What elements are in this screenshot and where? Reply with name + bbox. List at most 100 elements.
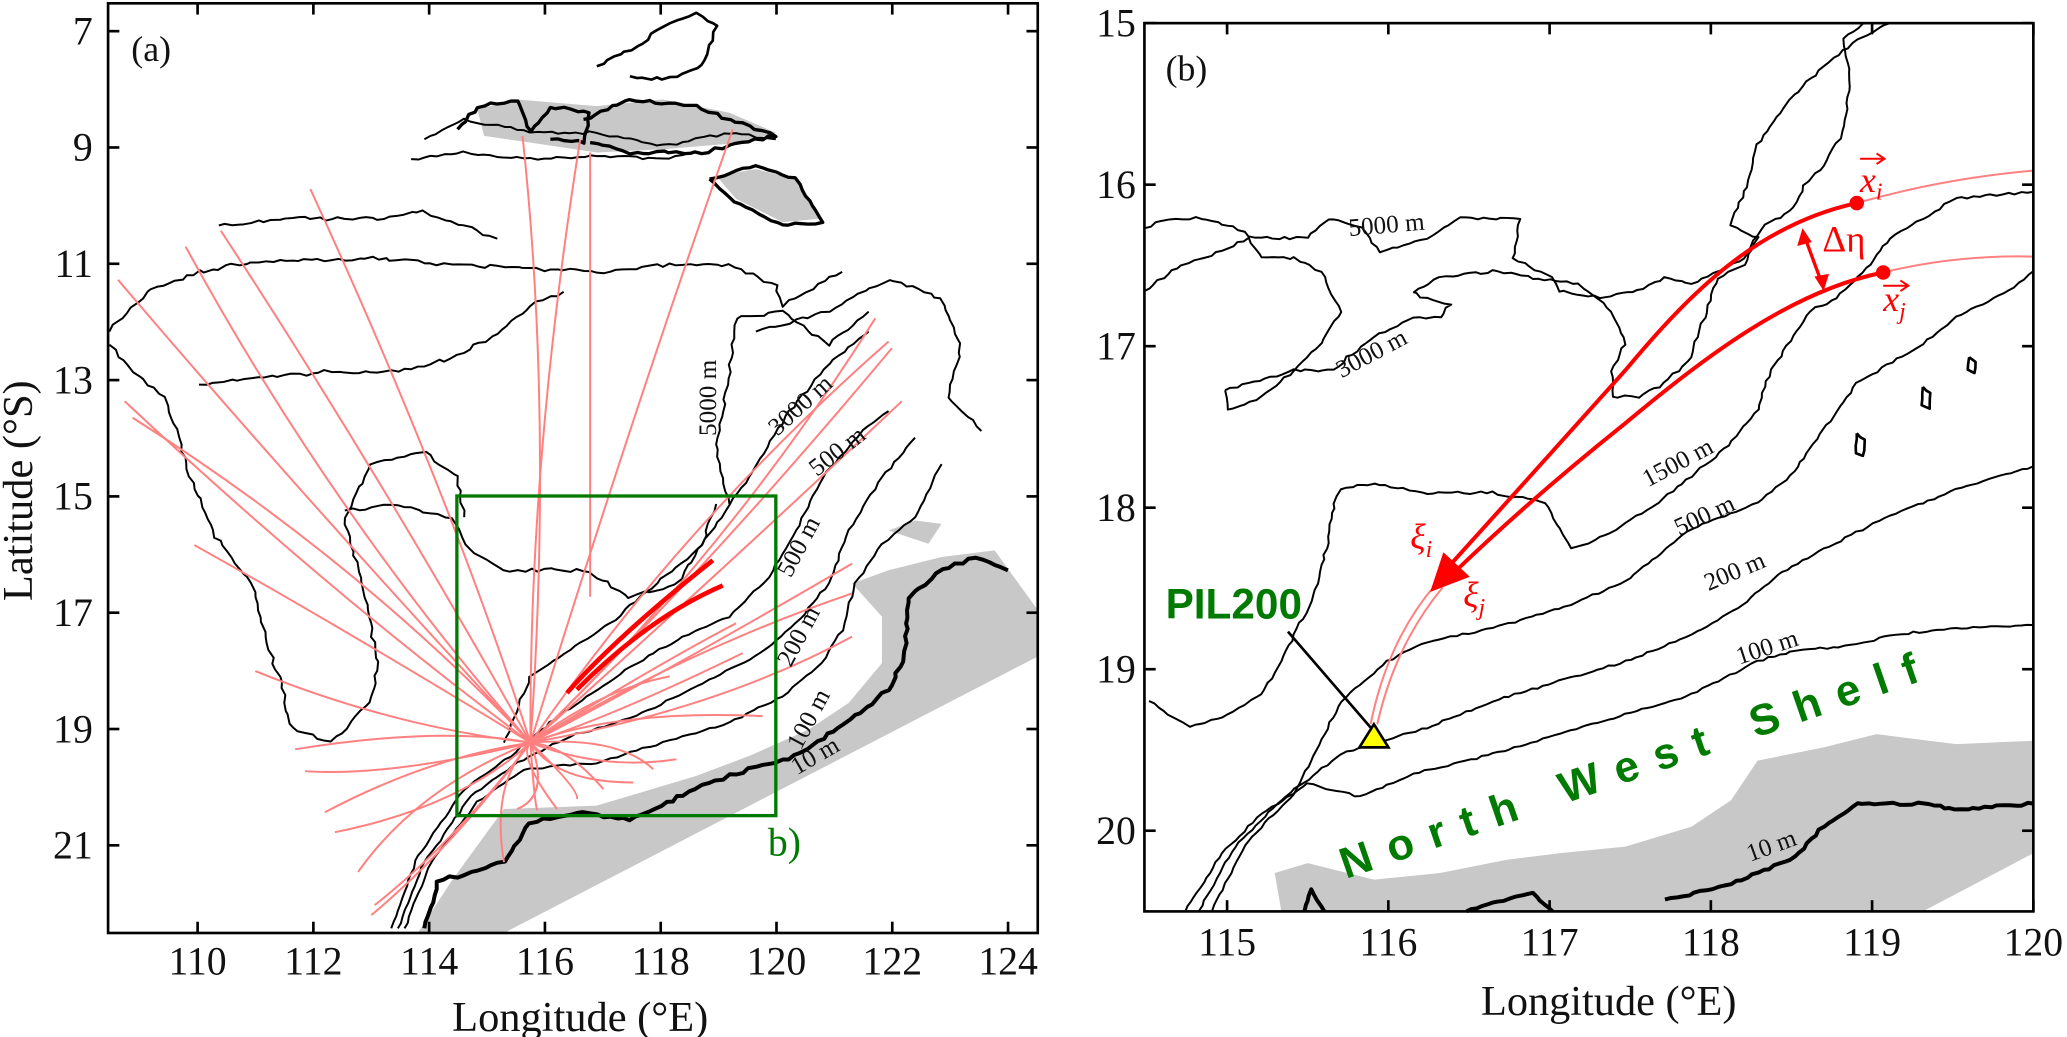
trajectory-line bbox=[529, 139, 582, 743]
x-tick-label: 124 bbox=[978, 940, 1038, 984]
trajectory-line bbox=[529, 400, 903, 744]
x-tick-label: 110 bbox=[169, 940, 227, 984]
panel-a-label: (a) bbox=[131, 29, 171, 69]
bathymetry-contour bbox=[422, 555, 1009, 929]
contour-label: 500 m bbox=[772, 512, 826, 581]
panel-b-xlabel: Longitude (°E) bbox=[1481, 978, 1736, 1025]
trajectory-line bbox=[123, 400, 532, 744]
bathymetry-contour bbox=[1197, 465, 2034, 912]
bathymetry-contours bbox=[1143, 22, 2034, 914]
x-tick-label: 120 bbox=[747, 940, 807, 984]
svg-text:xi: xi bbox=[1859, 160, 1882, 206]
trajectory-line bbox=[304, 741, 531, 773]
annotation-xi-j: ξj bbox=[1463, 575, 1485, 621]
trajectory-line bbox=[529, 128, 734, 743]
contour-label: 5000 m bbox=[1347, 209, 1426, 243]
annotation-xi-i: ξi bbox=[1410, 517, 1432, 563]
trajectory-line bbox=[309, 188, 532, 743]
position-marker-j bbox=[1875, 265, 1891, 280]
trajectory-line bbox=[530, 562, 853, 744]
x-tick-label: 115 bbox=[1198, 921, 1256, 965]
land-polygon bbox=[417, 550, 1038, 933]
panel-a-frame bbox=[106, 1, 1040, 935]
trajectory-line bbox=[529, 347, 893, 744]
trajectory-line bbox=[254, 670, 531, 744]
annotation-x-i: xi bbox=[1859, 152, 1887, 206]
trajectory-line bbox=[357, 741, 531, 873]
bathymetry-contour bbox=[503, 330, 870, 744]
bathymetry-contours bbox=[108, 11, 1009, 929]
trajectory-pair bbox=[1369, 169, 2034, 725]
contour-label: 100 m bbox=[1733, 625, 1802, 670]
x-tick-label: 118 bbox=[632, 940, 690, 984]
land-polygon bbox=[716, 169, 819, 223]
trajectory-line bbox=[184, 246, 532, 744]
y-tick-label: 17 bbox=[1096, 324, 1136, 368]
y-tick-label: 13 bbox=[53, 358, 93, 402]
x-tick-label: 117 bbox=[1521, 921, 1579, 965]
contour-label: 3000 m bbox=[1332, 324, 1412, 384]
bathymetry-contour bbox=[1966, 356, 1977, 375]
panel-b-frame bbox=[1143, 21, 2035, 913]
contour-label: 500 m bbox=[804, 421, 871, 482]
panel-a-xlabel: Longitude (°E) bbox=[452, 994, 708, 1037]
bathymetry-contour bbox=[1143, 236, 1343, 411]
trajectory-line bbox=[529, 592, 853, 744]
contour-label: 1500 m bbox=[1638, 433, 1718, 493]
trajectory-i-continuation bbox=[1856, 169, 2034, 205]
panel-a-ticks: 110 112 114 116 118 120 122 124 7 9 11 13 15 17 19 21 bbox=[53, 3, 1038, 984]
annotation-x-j: xj bbox=[1882, 279, 1911, 325]
trajectory-line bbox=[334, 741, 532, 834]
bathymetry-contour bbox=[583, 97, 778, 156]
y-tick-label: 15 bbox=[53, 475, 93, 519]
bathymetry-contour bbox=[1664, 800, 2034, 902]
bathymetry-contour bbox=[198, 290, 565, 386]
x-tick-label: 114 bbox=[400, 940, 458, 984]
bathymetry-contour bbox=[1302, 887, 1327, 913]
trajectory-j-continuation bbox=[1882, 255, 2034, 274]
bathymetry-contour bbox=[108, 255, 843, 332]
trajectory-line bbox=[529, 742, 539, 811]
y-tick-label: 11 bbox=[55, 242, 93, 286]
station-label: PIL200 bbox=[1166, 580, 1302, 627]
station-marker-triangle[interactable] bbox=[1356, 721, 1391, 749]
trajectory-line bbox=[132, 416, 532, 744]
trajectory-line bbox=[529, 742, 634, 784]
trajectory-line bbox=[530, 740, 654, 770]
y-tick-label: 17 bbox=[53, 591, 93, 635]
contour-label: 5000 m bbox=[695, 359, 722, 436]
trajectory-line bbox=[324, 741, 531, 814]
bathymetry-contour bbox=[1854, 432, 1867, 458]
y-tick-label: 21 bbox=[53, 824, 93, 868]
bathymetry-contour bbox=[1184, 623, 2034, 912]
x-tick-label: 120 bbox=[2004, 921, 2064, 965]
land-shading bbox=[1274, 734, 2034, 912]
land-polygon bbox=[1274, 734, 2034, 912]
contour-label: 500 m bbox=[1670, 490, 1739, 542]
y-tick-label: 7 bbox=[73, 9, 93, 53]
bathymetry-contour bbox=[390, 410, 890, 929]
trajectory-line bbox=[530, 741, 677, 764]
bathymetry-contour bbox=[397, 436, 916, 929]
bathymetry-contour bbox=[423, 117, 776, 147]
y-tick-label: 20 bbox=[1096, 809, 1136, 853]
panel-b-label: (b) bbox=[1166, 49, 1208, 89]
drifter-trajectories bbox=[117, 128, 903, 916]
highlight-trajectory-i bbox=[1445, 201, 1858, 571]
bathymetry-contour bbox=[755, 279, 983, 432]
highlight-trajectory-j bbox=[575, 583, 724, 692]
trajectory-line bbox=[529, 622, 737, 744]
trajectory-line bbox=[219, 230, 532, 744]
bathymetry-contour bbox=[715, 309, 870, 505]
x-tick-label: 122 bbox=[862, 940, 922, 984]
trajectory-line bbox=[521, 135, 542, 743]
x-tick-label: 119 bbox=[1843, 921, 1901, 965]
bathymetry-contour bbox=[411, 150, 697, 161]
bathymetry-contour bbox=[596, 11, 719, 81]
bathymetry-contour bbox=[1210, 270, 2034, 912]
trajectory-line bbox=[530, 741, 605, 790]
svg-text:xj: xj bbox=[1882, 279, 1906, 325]
trajectory-line bbox=[530, 652, 744, 744]
y-tick-label: 19 bbox=[53, 707, 93, 751]
